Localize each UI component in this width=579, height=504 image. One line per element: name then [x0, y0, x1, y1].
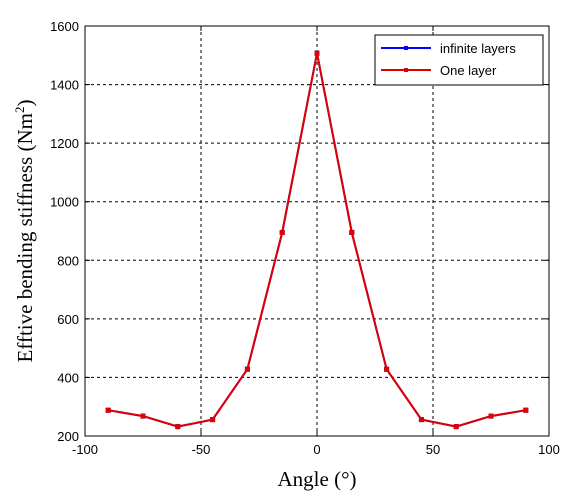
- y-axis-title-close: ): [13, 100, 37, 107]
- y-tick-label: 1400: [50, 78, 79, 93]
- data-point-one-layer: [349, 229, 355, 235]
- x-tick-label: 50: [426, 442, 440, 457]
- data-point-one-layer: [523, 407, 529, 413]
- x-tick-label: 100: [538, 442, 560, 457]
- y-tick-label: 600: [57, 312, 79, 327]
- data-point-one-layer: [418, 417, 424, 423]
- y-tick-label: 800: [57, 253, 79, 268]
- data-point-one-layer: [244, 366, 250, 372]
- plot-frame: [84, 25, 550, 437]
- data-point-one-layer: [453, 424, 459, 430]
- y-tick-labels: 200 400 600 800 1000 1200 1400 1600: [50, 19, 79, 444]
- y-tick-label: 1000: [50, 195, 79, 210]
- y-axis-title-superscript: 2: [12, 107, 27, 114]
- x-tick-labels: -100 -50 0 50 100: [72, 442, 560, 457]
- x-tick-label: 0: [313, 442, 320, 457]
- data-point-one-layer: [140, 413, 146, 419]
- legend-marker-infinite-layers: [404, 46, 408, 50]
- y-tick-label: 200: [57, 429, 79, 444]
- y-tick-label: 1200: [50, 136, 79, 151]
- y-axis-title: Efftive bending stiffness (Nm2): [12, 100, 37, 363]
- data-point-one-layer: [210, 417, 216, 423]
- data-point-one-layer: [488, 413, 494, 419]
- legend-box: [374, 34, 544, 86]
- data-point-one-layer: [279, 229, 285, 235]
- legend-label-one-layer: One layer: [440, 63, 497, 78]
- legend-marker-one-layer: [404, 68, 408, 72]
- x-tick-label: -100: [72, 442, 98, 457]
- series-layer: [105, 50, 529, 430]
- data-point-one-layer: [384, 366, 390, 372]
- y-tick-label: 400: [57, 370, 79, 385]
- legend-label-infinite-layers: infinite layers: [440, 41, 516, 56]
- data-point-one-layer: [314, 50, 320, 56]
- y-tick-label: 1600: [50, 19, 79, 34]
- x-tick-label: -50: [192, 442, 211, 457]
- legend: infinite layers One layer: [374, 34, 544, 86]
- x-axis-title: Angle (°): [278, 467, 357, 491]
- data-point-one-layer: [105, 407, 111, 413]
- y-axis-title-main: Efftive bending stiffness (Nm: [13, 113, 37, 362]
- data-point-one-layer: [175, 424, 181, 430]
